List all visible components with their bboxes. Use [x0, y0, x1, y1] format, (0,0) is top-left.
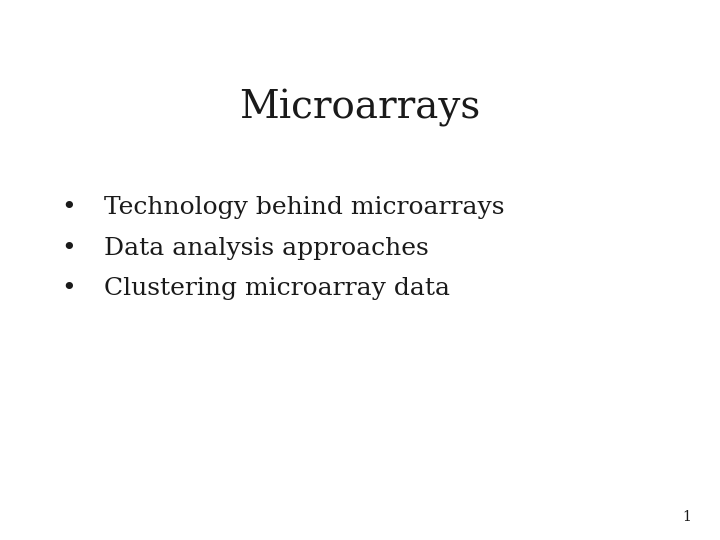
Text: Data analysis approaches: Data analysis approaches: [104, 237, 429, 260]
Text: Clustering microarray data: Clustering microarray data: [104, 278, 451, 300]
Text: •: •: [61, 197, 76, 219]
Text: Technology behind microarrays: Technology behind microarrays: [104, 197, 505, 219]
Text: 1: 1: [683, 510, 691, 524]
Text: •: •: [61, 278, 76, 300]
Text: Microarrays: Microarrays: [239, 89, 481, 127]
Text: •: •: [61, 237, 76, 260]
